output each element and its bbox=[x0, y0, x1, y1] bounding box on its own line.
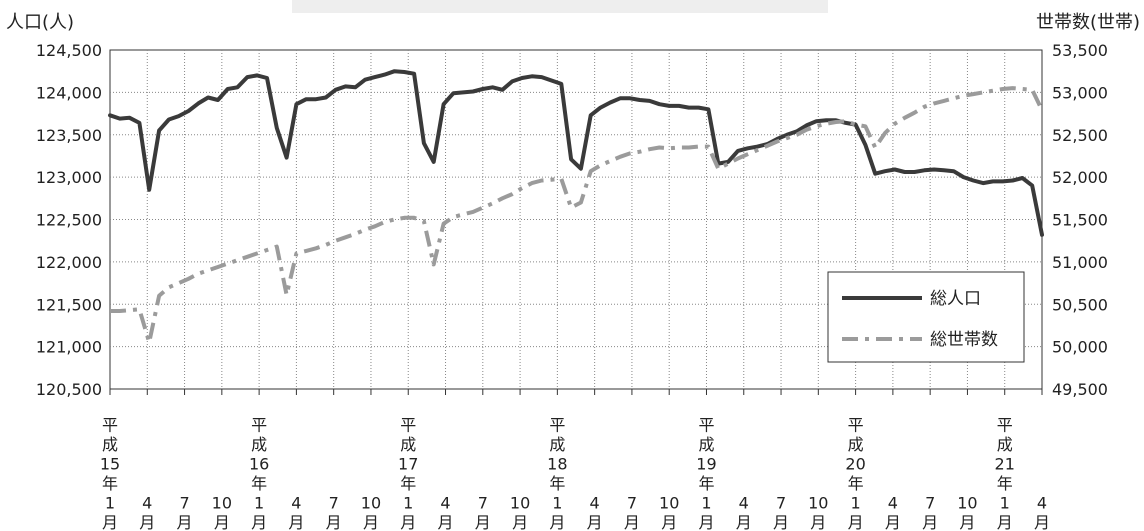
y-left-tick-label: 124,500 bbox=[36, 41, 102, 60]
y-right-tick-label: 53,000 bbox=[1052, 83, 1108, 102]
x-tick-label: 平成 15 年 1 月 bbox=[100, 416, 120, 531]
x-tick-label: 10 月 bbox=[510, 494, 530, 531]
right-axis-title: 世帯数(世帯) bbox=[1035, 12, 1140, 33]
x-tick-label: 10 月 bbox=[659, 494, 679, 531]
y-right-tick-label: 49,500 bbox=[1052, 380, 1108, 399]
y-left-tick-label: 123,000 bbox=[36, 168, 102, 187]
x-tick-label: 平成 16 年 1 月 bbox=[249, 416, 269, 531]
x-tick-label: 平成 21 年 1 月 bbox=[995, 416, 1015, 531]
y-right-tick-label: 50,000 bbox=[1052, 338, 1108, 357]
legend-box bbox=[827, 271, 1025, 363]
series-line-population bbox=[108, 69, 1044, 237]
y-left-tick-label: 121,000 bbox=[36, 338, 102, 357]
y-left-tick-label: 121,500 bbox=[36, 295, 102, 314]
x-tick-label: 平成 19 年 1 月 bbox=[696, 416, 716, 531]
y-right-tick-label: 53,500 bbox=[1052, 41, 1108, 60]
y-left-tick-label: 122,500 bbox=[36, 211, 102, 230]
legend-label-households: 総世帯数 bbox=[930, 330, 998, 350]
x-tick-label: 10 月 bbox=[957, 494, 977, 531]
x-tick-label: 10 月 bbox=[212, 494, 232, 531]
y-right-tick-label: 52,000 bbox=[1052, 168, 1108, 187]
header-bar bbox=[292, 0, 828, 13]
left-axis-title: 人口(人) bbox=[6, 12, 75, 33]
y-left-tick-label: 123,500 bbox=[36, 126, 102, 145]
legend: 総人口 総世帯数 bbox=[827, 271, 1025, 363]
x-tick-label: 平成 20 年 1 月 bbox=[845, 416, 865, 531]
y-right-tick-label: 51,000 bbox=[1052, 253, 1108, 272]
y-left-tick-label: 120,500 bbox=[36, 380, 102, 399]
x-tick-label: 平成 17 年 1 月 bbox=[398, 416, 418, 531]
x-tick-label: 10 月 bbox=[808, 494, 828, 531]
y-left-tick-label: 124,000 bbox=[36, 83, 102, 102]
x-tick-label: 10 月 bbox=[361, 494, 381, 531]
y-right-tick-label: 51,500 bbox=[1052, 211, 1108, 230]
y-left-tick-label: 122,000 bbox=[36, 253, 102, 272]
legend-label-population: 総人口 bbox=[930, 289, 981, 309]
x-tick-label: 平成 18 年 1 月 bbox=[547, 416, 567, 531]
y-right-tick-label: 52,500 bbox=[1052, 126, 1108, 145]
y-right-tick-label: 50,500 bbox=[1052, 295, 1108, 314]
series-line-households bbox=[110, 86, 1044, 345]
